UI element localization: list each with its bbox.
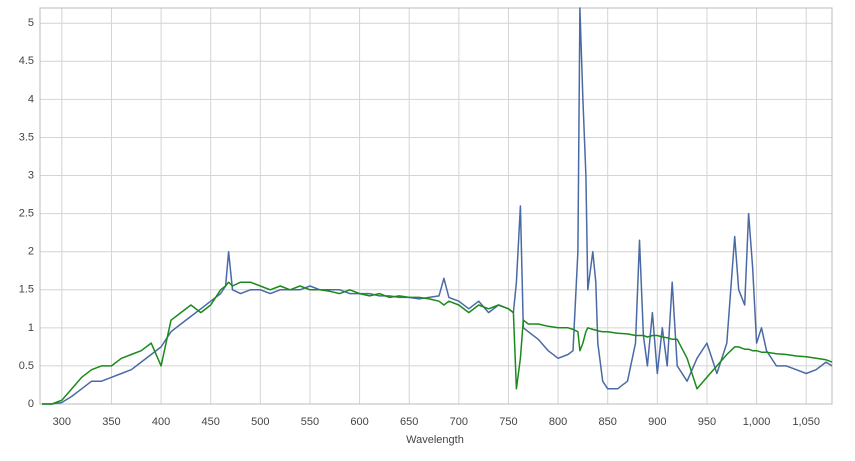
x-tick-label: 450	[202, 416, 220, 428]
x-tick-label: 850	[599, 416, 617, 428]
y-tick-label: 5	[28, 17, 34, 29]
y-tick-label: 1.5	[19, 284, 34, 296]
x-tick-label: 600	[350, 416, 368, 428]
plot-frame	[39, 7, 833, 405]
x-axis-label: Wavelength	[406, 434, 464, 446]
series-line	[42, 281, 833, 405]
x-tick-label: 1,000	[743, 416, 771, 428]
x-tick-label: 700	[450, 416, 468, 428]
x-tick-label: 800	[549, 416, 567, 428]
x-tick-label: 500	[251, 416, 269, 428]
y-tick-label: 3	[28, 169, 34, 181]
x-tick-label: 950	[698, 416, 716, 428]
x-tick-label: 900	[648, 416, 666, 428]
x-tick-label: 750	[499, 416, 517, 428]
x-tick-label: 400	[152, 416, 170, 428]
x-tick-label: 300	[53, 416, 71, 428]
x-tick-label: 1,050	[792, 416, 820, 428]
y-tick-label: 0	[28, 398, 34, 410]
y-tick-label: 2.5	[19, 208, 34, 220]
y-tick-label: 2	[28, 246, 34, 258]
x-tick-label: 550	[301, 416, 319, 428]
y-tick-label: 3.5	[19, 131, 34, 143]
x-tick-label: 350	[102, 416, 120, 428]
y-tick-label: 4.5	[19, 55, 34, 67]
y-tick-label: 0.5	[19, 360, 34, 372]
x-tick-label: 650	[400, 416, 418, 428]
y-tick-label: 4	[28, 93, 34, 105]
y-tick-label: 1	[28, 322, 34, 334]
